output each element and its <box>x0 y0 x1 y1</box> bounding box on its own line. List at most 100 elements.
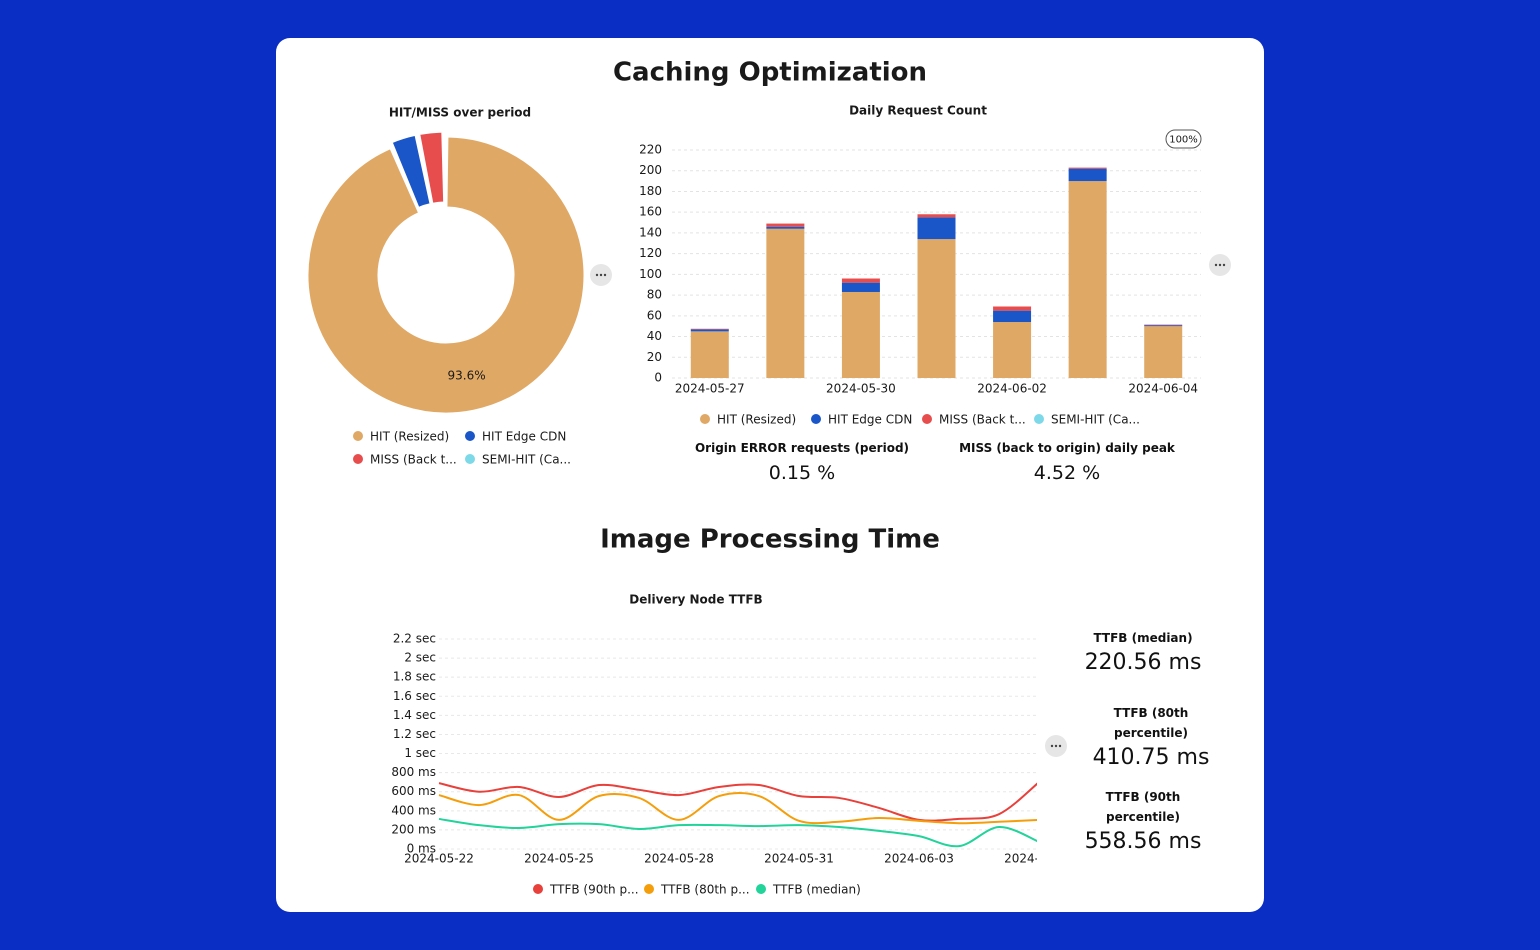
legend-label: SEMI-HIT (Ca... <box>1051 413 1140 427</box>
line-series <box>438 817 1037 848</box>
bar-segment <box>1144 325 1183 327</box>
bar-segment <box>917 214 956 218</box>
menu-button[interactable] <box>1045 735 1067 757</box>
bar-segment <box>1068 168 1107 182</box>
y-tick-label: 80 <box>647 288 662 302</box>
x-axis-labels: 2024-05-22 2024-05-25 2024-05-28 2024-05-31… <box>404 852 1074 866</box>
y-tick-label: 1.8 sec <box>393 670 436 684</box>
y-tick-label: 2 sec <box>404 651 436 665</box>
bar-segment <box>766 228 805 378</box>
bar-segment <box>993 306 1032 311</box>
kpi: TTFB (median) 220.56 ms <box>1073 628 1213 675</box>
y-tick-label: 60 <box>647 308 662 322</box>
data-label: 93.6% <box>448 368 486 382</box>
bar-segment <box>917 239 956 378</box>
legend-marker <box>353 431 363 441</box>
bar-segment <box>993 310 1032 323</box>
zoom-badge[interactable] <box>1165 129 1202 149</box>
kpi-label: TTFB (80th percentile) <box>1113 706 1189 740</box>
bar-segment <box>1068 181 1107 378</box>
x-tick-label: 2024-06-03 <box>884 852 954 866</box>
bar-segment <box>1068 167 1107 169</box>
bar-segment <box>841 278 880 283</box>
bar-segment <box>1144 324 1183 326</box>
section-title: Caching Optimization <box>613 58 927 88</box>
y-tick-label: 100 <box>639 267 662 281</box>
legend-marker <box>922 414 932 424</box>
legend-marker <box>700 414 710 424</box>
donut-slice <box>419 131 445 204</box>
y-tick-label: 1.2 sec <box>393 727 436 741</box>
bar-segment <box>1144 326 1183 378</box>
y-tick-label: 1.6 sec <box>393 689 436 703</box>
legend-label: HIT (Resized) <box>717 413 796 427</box>
y-tick-label: 0 ms <box>407 842 436 856</box>
y-tick-label: 20 <box>647 350 662 364</box>
menu-button[interactable] <box>1209 254 1231 276</box>
section-title: Image Processing Time <box>600 525 940 555</box>
y-tick-label: 220 <box>639 143 662 157</box>
legend-marker <box>465 431 475 441</box>
kpi-label: MISS (back to origin) daily peak <box>959 441 1175 455</box>
donut-slice <box>391 134 431 208</box>
legend-label: TTFB (80th p... <box>660 883 750 897</box>
chart-title: Daily Request Count <box>849 104 987 118</box>
line-series <box>438 782 1037 822</box>
x-tick-label: 2024-05-30 <box>826 382 896 396</box>
y-tick-label: 2.2 sec <box>393 632 436 646</box>
kpi: TTFB (90th percentile) 558.56 ms <box>1085 787 1202 854</box>
x-tick-label: 2024-05-25 <box>524 852 594 866</box>
y-tick-label: 800 ms <box>391 765 436 779</box>
legend-marker <box>811 414 821 424</box>
menu-button[interactable] <box>590 264 612 286</box>
kpi: MISS (back to origin) daily peak 4.52 % <box>947 438 1187 484</box>
x-tick-label: 2024-06-06 <box>1004 852 1074 866</box>
kpi-value: 4.52 % <box>1033 462 1101 484</box>
legend-label: HIT Edge CDN <box>482 430 566 444</box>
legend-marker <box>644 884 654 894</box>
legend-label: TTFB (median) <box>772 883 861 897</box>
kpi-value: 558.56 ms <box>1084 829 1202 854</box>
y-tick-label: 0 <box>654 371 662 385</box>
y-tick-label: 140 <box>639 225 662 239</box>
donut-slice <box>307 136 585 414</box>
legend-label: MISS (Back t... <box>939 413 1026 427</box>
bar-segment <box>841 291 880 378</box>
y-tick-label: 40 <box>647 329 662 343</box>
kpi-label: TTFB (90th percentile) <box>1105 790 1181 824</box>
zoom-label: 100% <box>1169 135 1198 146</box>
bar-segment <box>917 217 956 240</box>
x-tick-label: 2024-05-31 <box>764 852 834 866</box>
x-tick-label: 2024-06-04 <box>1128 382 1198 396</box>
y-tick-label: 1 sec <box>404 746 436 760</box>
bar-segment <box>841 282 880 292</box>
chart-title: HIT/MISS over period <box>389 106 531 120</box>
y-tick-label: 160 <box>639 205 662 219</box>
x-tick-label: 2024-05-22 <box>404 852 474 866</box>
legend-marker <box>465 454 475 464</box>
y-tick-label: 200 ms <box>391 822 436 836</box>
bar-segment <box>766 223 805 227</box>
y-tick-label: 400 ms <box>391 803 436 817</box>
lines <box>438 782 1037 848</box>
x-tick-label: 2024-05-28 <box>644 852 714 866</box>
line-series <box>438 791 1037 825</box>
kpi-value: 220.56 ms <box>1084 650 1202 675</box>
legend-label: TTFB (90th p... <box>549 883 639 897</box>
bar-segment <box>690 331 729 378</box>
kpi-label: Origin ERROR requests (period) <box>694 441 910 455</box>
x-tick-label: 2024-06-02 <box>977 382 1047 396</box>
kpi-value: 0.15 % <box>768 462 836 484</box>
y-tick-label: 200 <box>639 163 662 177</box>
legend-marker <box>1034 414 1044 424</box>
chart-title: Delivery Node TTFB <box>629 593 762 607</box>
bar-segment <box>993 322 1032 378</box>
legend-marker <box>756 884 766 894</box>
legend-label: MISS (Back t... <box>370 453 457 467</box>
kpi: TTFB (80th percentile) 410.75 ms <box>1093 703 1210 770</box>
bar-segment <box>690 329 729 332</box>
bar-segment <box>766 226 805 229</box>
y-tick-label: 600 ms <box>391 784 436 798</box>
